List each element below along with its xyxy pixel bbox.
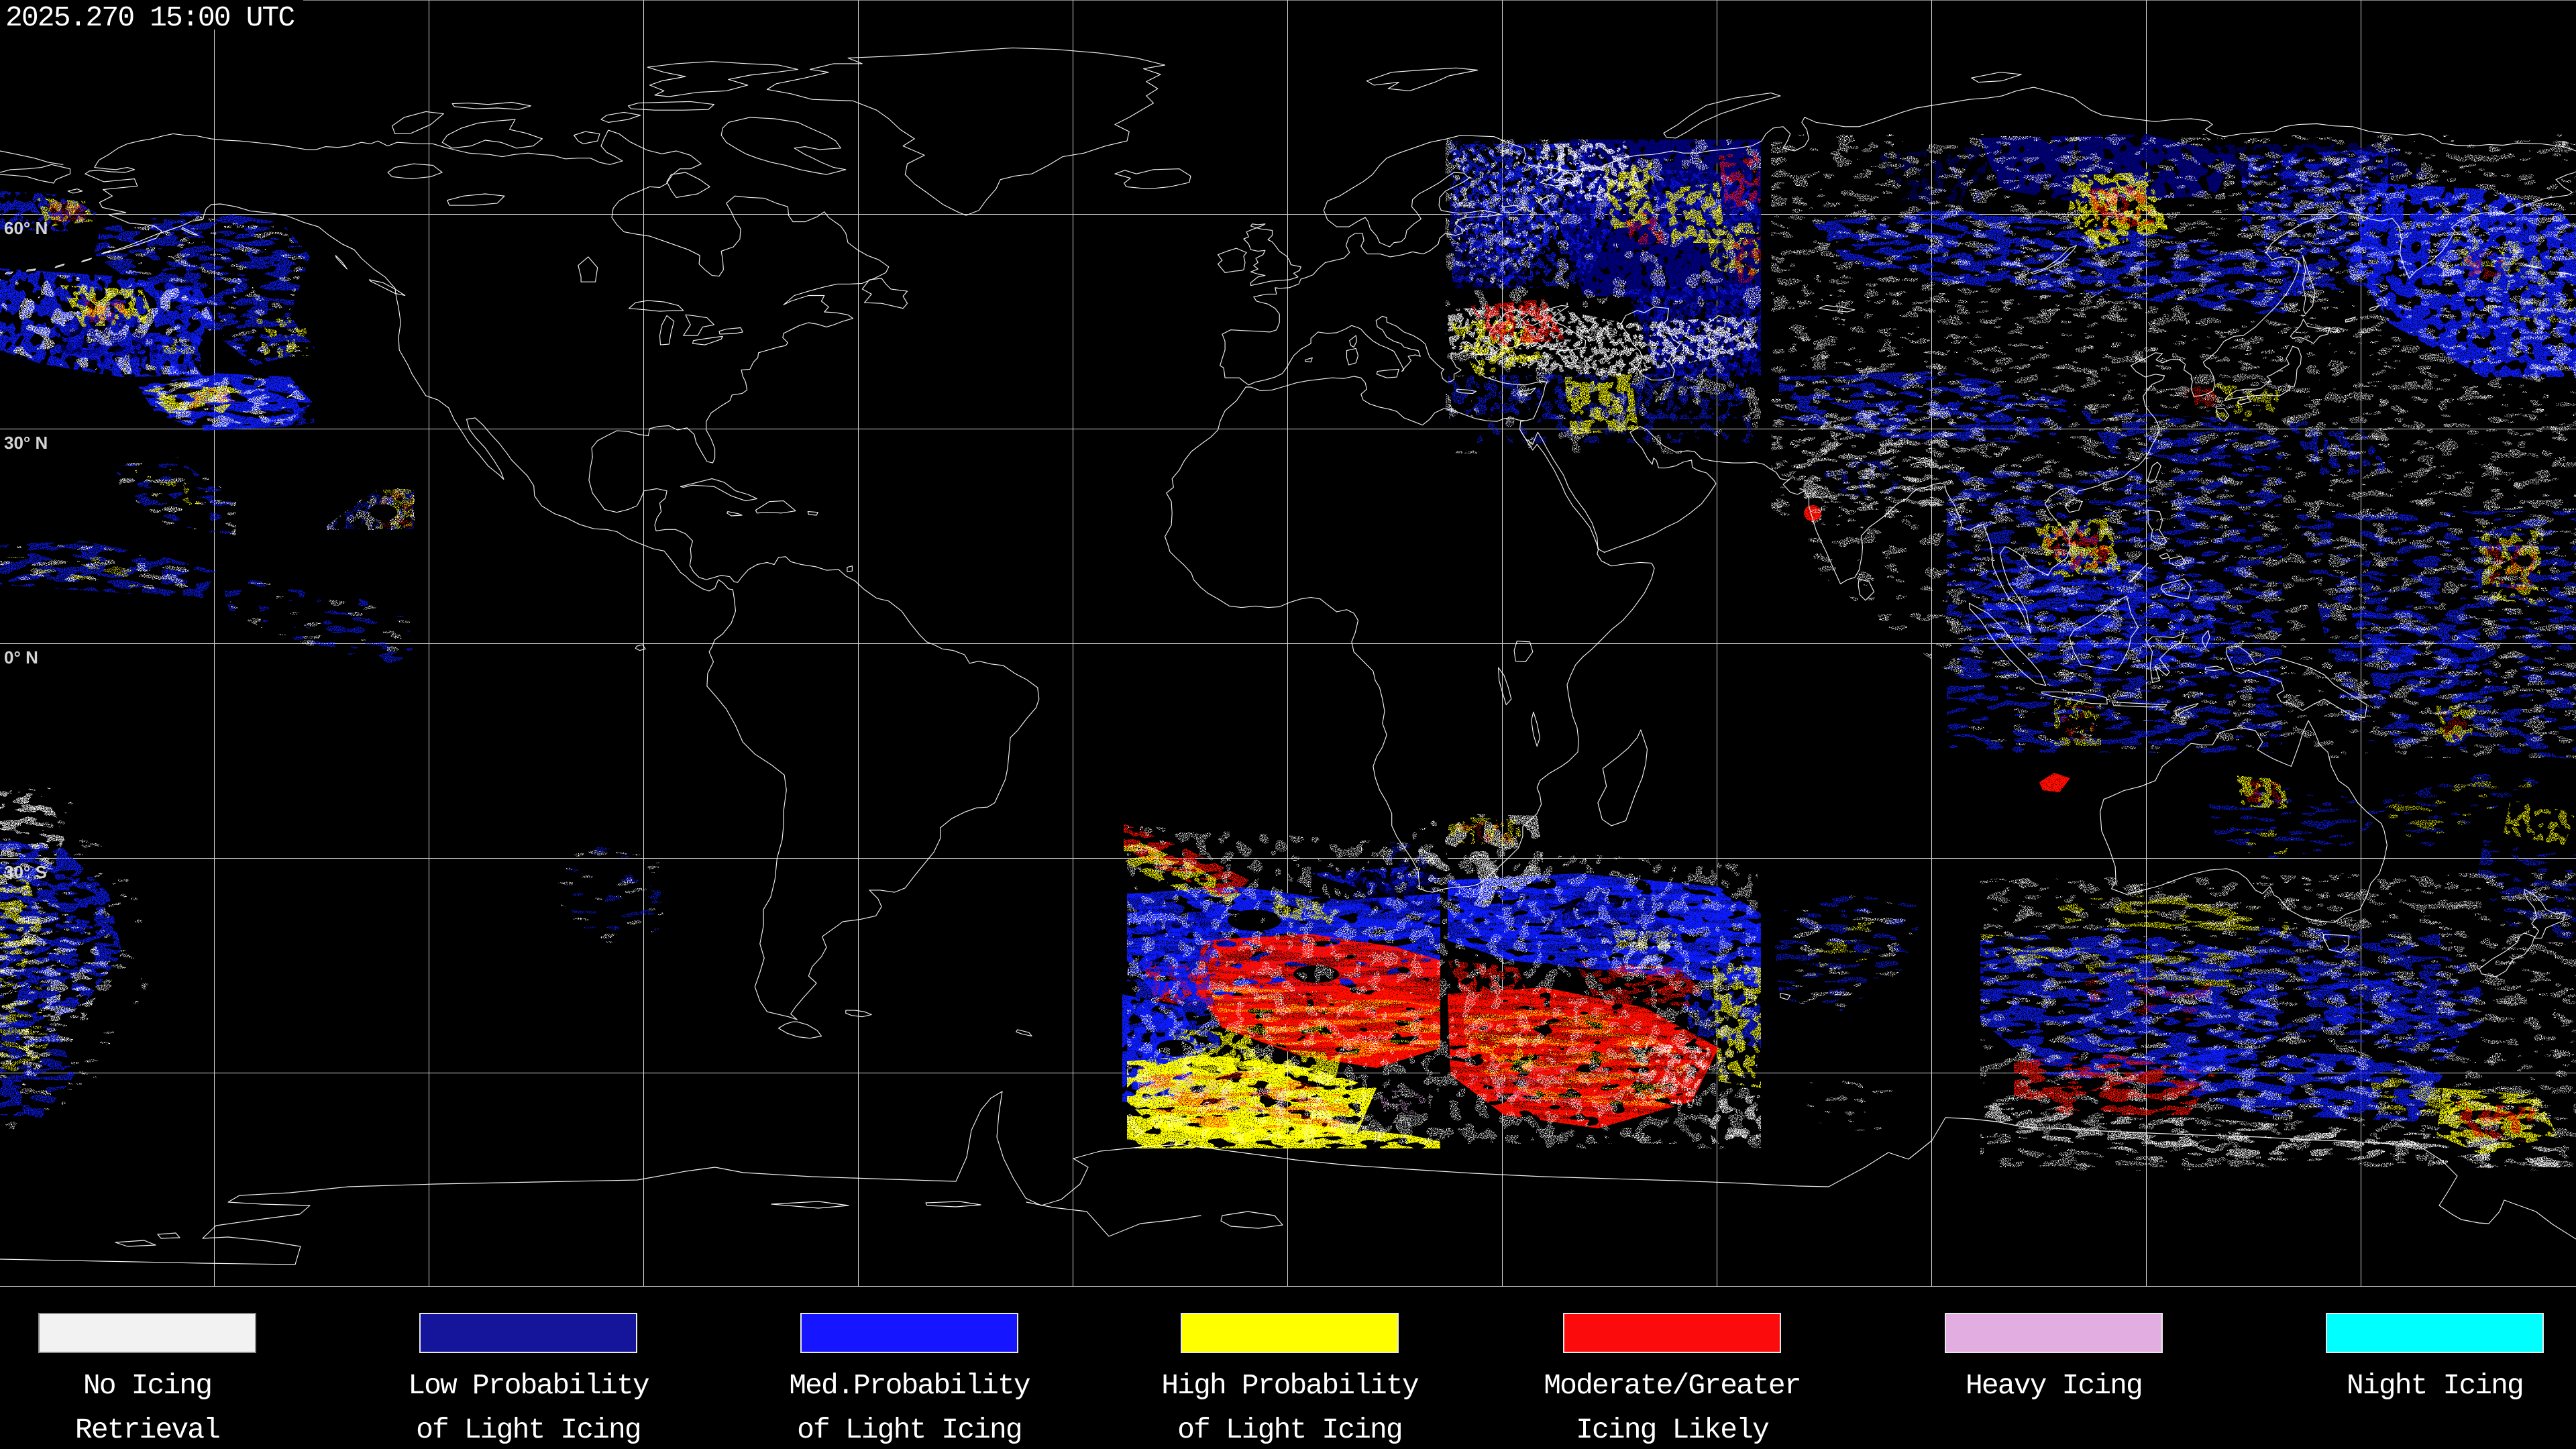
svg-text:of Light Icing: of Light Icing — [416, 1413, 641, 1446]
svg-text:30° S: 30° S — [4, 862, 47, 882]
svg-text:60° N: 60° N — [4, 218, 48, 238]
svg-text:Moderate/Greater: Moderate/Greater — [1544, 1369, 1800, 1402]
svg-text:Night Icing: Night Icing — [2347, 1369, 2523, 1402]
svg-text:Low Probability: Low Probability — [408, 1369, 649, 1402]
svg-text:2025.270 15:00 UTC: 2025.270 15:00 UTC — [5, 1, 294, 34]
svg-text:0° N: 0° N — [4, 647, 38, 667]
svg-text:of Light Icing: of Light Icing — [1177, 1413, 1402, 1446]
svg-text:of Light Icing: of Light Icing — [797, 1413, 1022, 1446]
svg-text:No Icing: No Icing — [83, 1369, 211, 1402]
svg-text:Heavy Icing: Heavy Icing — [1966, 1369, 2142, 1402]
svg-text:High Probability: High Probability — [1161, 1369, 1419, 1402]
svg-text:30° N: 30° N — [4, 433, 48, 453]
svg-text:Med.Probability: Med.Probability — [789, 1369, 1030, 1402]
svg-text:Retrieval: Retrieval — [75, 1413, 219, 1446]
svg-text:Icing Likely: Icing Likely — [1576, 1413, 1769, 1446]
